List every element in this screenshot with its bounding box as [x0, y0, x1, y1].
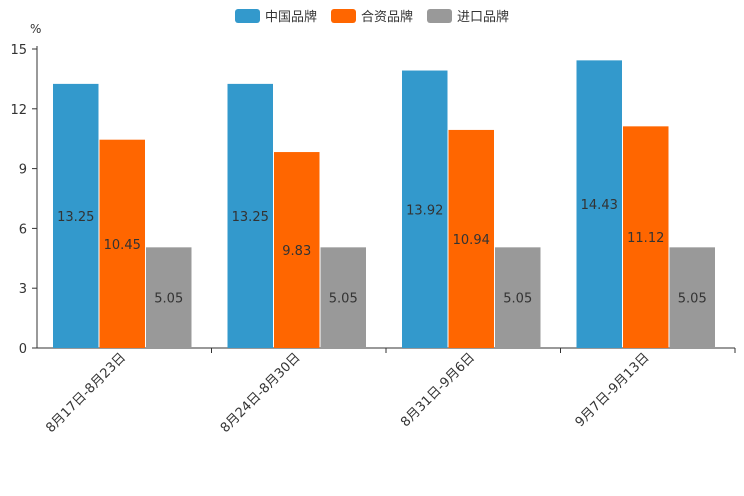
data-label-1-0: 10.45 [104, 238, 141, 253]
x-tick-label-2: 8月31日-9月6日 [398, 350, 478, 430]
legend-item-china[interactable]: 中国品牌 [234, 6, 317, 25]
bar-1-3 [623, 126, 669, 348]
x-tick-label-0: 8月17日-8月23日 [43, 350, 129, 436]
legend-item-import[interactable]: 进口品牌 [427, 6, 509, 25]
legend-swatch-import [427, 8, 452, 23]
y-tick-label-1: 3 [19, 282, 27, 297]
bar-2-3 [669, 247, 715, 348]
data-label-0-3: 14.43 [581, 198, 618, 213]
data-label-2-2: 5.05 [503, 292, 532, 307]
y-tick-label-2: 6 [19, 222, 27, 237]
data-label-1-2: 10.94 [453, 233, 490, 248]
legend-label-jv: 合资品牌 [360, 10, 413, 25]
bar-1-2 [448, 129, 494, 348]
bar-2-0 [146, 247, 192, 348]
x-tick-label-3: 9月7日-9月13日 [573, 350, 653, 430]
bar-0-0 [53, 83, 99, 348]
data-label-2-1: 5.05 [329, 292, 358, 307]
legend: 中国品牌 合资品牌 进口品牌 [0, 6, 744, 25]
bar-1-1 [274, 152, 320, 348]
y-tick-label-5: 15 [10, 43, 27, 58]
bar-0-2 [402, 70, 448, 348]
y-tick-label-3: 9 [19, 163, 27, 178]
x-tick-label-1: 8月24日-8月30日 [218, 350, 304, 436]
data-label-0-0: 13.25 [57, 210, 94, 225]
y-tick-label-0: 0 [19, 342, 27, 357]
legend-swatch-china [234, 8, 260, 23]
y-tick-label-4: 12 [10, 103, 27, 118]
legend-label-china: 中国品牌 [264, 10, 317, 25]
data-label-0-1: 13.25 [232, 210, 269, 225]
bar-2-2 [495, 247, 541, 348]
legend-label-import: 进口品牌 [457, 10, 510, 25]
data-label-1-1: 9.83 [282, 244, 311, 259]
bar-0-3 [576, 60, 622, 348]
y-axis-unit: % [30, 22, 42, 36]
data-label-1-3: 11.12 [627, 231, 664, 246]
legend-item-jv[interactable]: 合资品牌 [330, 6, 413, 25]
legend-swatch-jv [330, 8, 356, 23]
data-label-0-2: 13.92 [406, 203, 443, 218]
bar-1-0 [99, 139, 145, 348]
bar-2-1 [320, 247, 366, 348]
data-label-2-0: 5.05 [154, 292, 183, 307]
data-label-2-3: 5.05 [678, 292, 707, 307]
bar-0-1 [227, 83, 273, 348]
